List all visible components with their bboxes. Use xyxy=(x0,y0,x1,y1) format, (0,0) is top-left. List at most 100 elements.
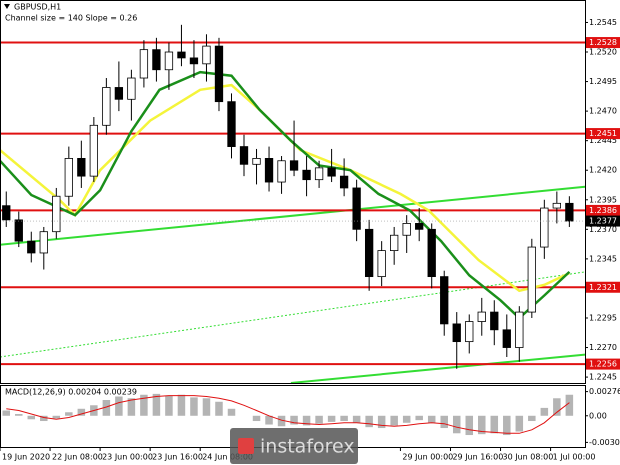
macd-bar xyxy=(202,398,211,416)
plot-layer xyxy=(0,24,586,384)
macd-bar xyxy=(277,415,286,427)
level-label-box xyxy=(586,358,620,370)
x-tick-label: 23 Jun 16:00 xyxy=(152,453,203,462)
macd-bar xyxy=(40,415,48,422)
y-tick-label: 1.2420 xyxy=(589,166,617,175)
candle-body xyxy=(52,195,61,233)
macd-bar xyxy=(315,415,323,424)
macd-bar xyxy=(52,415,61,419)
macd-bar xyxy=(177,394,186,416)
candle-body xyxy=(252,158,261,165)
level-label: 1.2528 xyxy=(589,38,617,47)
channel-line xyxy=(0,271,586,358)
macd-bar xyxy=(540,407,549,416)
candle-body xyxy=(452,323,461,343)
y-tick-label: 1.2545 xyxy=(589,18,617,27)
moving-average xyxy=(0,70,571,320)
macd-bar xyxy=(427,415,436,423)
candle-body xyxy=(64,158,73,197)
candle-body xyxy=(515,311,524,348)
level-label-box xyxy=(586,281,620,293)
level-label: 1.2451 xyxy=(589,129,617,138)
macd-bar xyxy=(302,415,311,426)
macd-bar xyxy=(452,415,461,434)
y-tick-label: 1.2295 xyxy=(589,313,617,322)
macd-bar xyxy=(252,415,261,422)
candle-body xyxy=(415,223,424,230)
y-tick-label: 1.2270 xyxy=(589,343,617,352)
y-tick-label: 1.2245 xyxy=(589,373,617,382)
x-tick-label: 22 Jun 08:00 xyxy=(52,453,103,462)
candle-body xyxy=(314,167,324,181)
macd-bar xyxy=(115,396,123,416)
macd-y-tick-label: 0.00276 xyxy=(589,387,620,396)
level-label-box xyxy=(586,37,620,49)
candle-body xyxy=(214,45,224,103)
macd-bar xyxy=(478,415,486,435)
macd-bar xyxy=(402,415,411,423)
x-tick-label: 19 Jun 2020 xyxy=(2,453,50,462)
macd-bar xyxy=(553,398,561,416)
macd-bar xyxy=(102,400,111,416)
candle-body xyxy=(102,87,111,126)
level-label-box xyxy=(586,204,620,216)
candle-body xyxy=(14,219,23,242)
candle-body xyxy=(339,175,349,189)
macd-y-tick-label: -0.00304 xyxy=(589,438,620,447)
macd-bar xyxy=(2,410,11,416)
candle-body xyxy=(390,234,399,252)
x-tick-label: 29 Jun 16:00 xyxy=(452,453,503,462)
macd-bar xyxy=(27,415,36,420)
candle-body xyxy=(465,321,474,343)
macd-bar xyxy=(265,415,273,425)
current-price-box xyxy=(586,215,620,227)
candle-body xyxy=(302,169,311,181)
y-tick-label: 1.2470 xyxy=(589,107,617,116)
candle-body xyxy=(502,329,511,348)
candle-body xyxy=(264,158,274,183)
watermark-text: instaforex xyxy=(260,436,355,458)
price-frame xyxy=(0,0,586,384)
macd-bar xyxy=(377,415,386,429)
macd-bar xyxy=(152,393,161,416)
y-tick-label: 1.2345 xyxy=(589,254,617,263)
candle-body xyxy=(477,311,486,322)
candle-body xyxy=(89,124,99,177)
level-label-box xyxy=(586,128,620,140)
macd-bar xyxy=(327,415,336,422)
macd-bar xyxy=(227,408,236,416)
chart-title: GBPUSD,H1 xyxy=(14,3,61,12)
y-tick-label: 1.2395 xyxy=(589,195,617,204)
candle-body xyxy=(239,146,249,165)
candle-body xyxy=(352,187,361,230)
y-tick-label: 1.2445 xyxy=(589,136,617,145)
macd-bar xyxy=(365,415,373,428)
candle-body xyxy=(540,207,549,248)
macd-bar xyxy=(440,415,448,429)
watermark: instaforex xyxy=(230,428,358,464)
candle-body xyxy=(127,77,136,100)
x-tick-label: 23 Jun 00:00 xyxy=(102,453,153,462)
level-label: 1.2256 xyxy=(589,360,617,369)
candle-body xyxy=(152,49,161,71)
y-tick-label: 1.2495 xyxy=(589,77,617,86)
candle-body xyxy=(552,202,561,209)
candle-body xyxy=(139,49,149,79)
macd-bar xyxy=(77,408,86,416)
menu-icon xyxy=(4,4,10,9)
candle-body xyxy=(177,51,186,59)
level-label: 1.2386 xyxy=(589,206,617,215)
macd-y-tick-label: 0.00 xyxy=(589,411,607,420)
candle-body xyxy=(189,57,199,65)
candle-body xyxy=(114,87,124,100)
macd-bar xyxy=(190,397,198,416)
macd-signal xyxy=(6,395,570,434)
macd-bar xyxy=(528,415,536,422)
candle-body xyxy=(527,246,536,313)
x-tick-label: 29 Jun 00:00 xyxy=(402,453,453,462)
macd-bar xyxy=(415,415,423,421)
macd-label: MACD(12,26,9) 0.00204 0.00239 xyxy=(5,388,137,397)
candle-body xyxy=(202,45,211,65)
